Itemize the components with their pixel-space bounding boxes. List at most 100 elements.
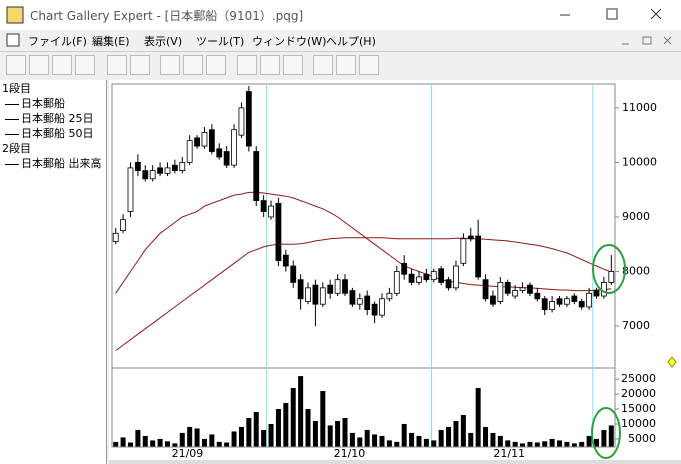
volume-bar [327, 425, 333, 447]
volume-bar [127, 442, 133, 447]
candle-body [423, 273, 430, 281]
volume-bar [423, 438, 429, 447]
menu-item[interactable]: 編集(E) [92, 35, 130, 48]
y-tick-label: 11000 [622, 101, 657, 114]
candle-body [171, 164, 178, 172]
tool-button[interactable] [160, 55, 180, 75]
candle-body [379, 298, 385, 316]
scrollbar[interactable] [109, 460, 681, 464]
tree-item[interactable]: 日本郵船 25日 [0, 111, 106, 126]
splitter-handle[interactable] [667, 356, 677, 368]
candle-body [223, 151, 230, 166]
menu-item[interactable]: ウィンドウ(W) [252, 35, 327, 48]
tool-button[interactable] [130, 55, 150, 75]
tool-button[interactable] [29, 55, 49, 75]
volume-bar [557, 440, 563, 447]
volume-bar [238, 426, 244, 447]
candle-body [438, 268, 445, 283]
y-tick-label: 8000 [622, 264, 650, 277]
candle-body [342, 279, 348, 294]
tool-button[interactable] [359, 55, 379, 75]
volume-bar [386, 440, 392, 447]
menu-item[interactable]: 表示(V) [144, 35, 183, 48]
volume-bar [216, 441, 222, 447]
tool-button[interactable] [313, 55, 333, 75]
candle-body [497, 281, 504, 302]
candle-body [453, 265, 459, 289]
volume-bar [283, 403, 289, 447]
volume-bar [201, 438, 207, 447]
volume-bar [312, 420, 318, 447]
candle-body [364, 295, 371, 311]
volume-bar [534, 442, 540, 447]
volume-bar [172, 443, 178, 447]
legend-label: 日本郵船 出来高 [21, 157, 102, 170]
menu-item[interactable]: ツール(T) [196, 35, 245, 48]
title-bar-graphics [6, 6, 662, 24]
volume-bar [379, 435, 385, 447]
candle-body [549, 301, 556, 311]
volume-bar [416, 435, 422, 447]
volume-bar [224, 442, 230, 447]
close-button[interactable] [650, 8, 662, 20]
volume-bar [268, 423, 274, 447]
plot-frame [111, 83, 616, 448]
volume-bar [401, 423, 407, 447]
child-window-buttons[interactable] [618, 34, 678, 48]
tree-pane[interactable]: 1段目 [2, 82, 31, 95]
y-tick-label: 15000 [621, 402, 656, 415]
candle-body [534, 292, 541, 300]
tool-button[interactable] [52, 55, 72, 75]
candle-body [593, 290, 600, 297]
volume-bar [460, 414, 466, 447]
candle-body [282, 254, 289, 267]
candle-body [194, 137, 200, 147]
volume-bar [246, 417, 252, 447]
menu-item[interactable]: ファイル(F) [28, 35, 87, 48]
volume-bar [142, 435, 148, 447]
tool-button[interactable] [237, 55, 257, 75]
candle-body [216, 148, 223, 158]
y-tick-label: 10000 [622, 155, 657, 168]
app-icon [6, 6, 24, 24]
volume-bar [431, 440, 437, 447]
tree-item[interactable]: 日本郵船 出来高 [0, 156, 106, 171]
candle-body [586, 292, 593, 308]
tool-button[interactable] [75, 55, 95, 75]
volume-bar [594, 438, 600, 447]
candle-body [416, 276, 422, 283]
candle-body [527, 284, 533, 294]
tree-item[interactable]: 日本郵船 50日 [0, 126, 106, 141]
tool-button[interactable] [260, 55, 280, 75]
candle-body [164, 167, 171, 174]
volume-bar [453, 420, 459, 447]
maximize-button[interactable] [606, 8, 618, 20]
tool-button[interactable] [283, 55, 303, 75]
tool-button[interactable] [336, 55, 356, 75]
candle-body [556, 298, 563, 305]
tool-button[interactable] [6, 55, 26, 75]
volume-bar [527, 441, 533, 447]
candle-body [245, 91, 252, 147]
candle-body [445, 279, 452, 289]
y-tick-label: 10000 [621, 417, 656, 430]
candle-body [127, 167, 134, 212]
tree-item[interactable]: 日本郵船 [0, 96, 106, 111]
tool-button[interactable] [107, 55, 127, 75]
menu-item[interactable]: ヘルプ(H) [326, 35, 376, 48]
candle-body [149, 170, 156, 180]
volume-bar [164, 441, 170, 447]
candle-body [571, 295, 578, 302]
tool-button[interactable] [183, 55, 203, 75]
y-tick-label: 25000 [621, 372, 656, 385]
volume-bar [438, 429, 444, 447]
tool-button[interactable] [206, 55, 226, 75]
candle-body [112, 232, 119, 242]
volume-bar [542, 441, 548, 447]
candle-body [260, 200, 267, 212]
volume-bar [298, 376, 304, 447]
y-tick-label: 5000 [628, 432, 656, 445]
volume-bar [209, 434, 215, 447]
tree-pane[interactable]: 2段目 [2, 142, 31, 155]
